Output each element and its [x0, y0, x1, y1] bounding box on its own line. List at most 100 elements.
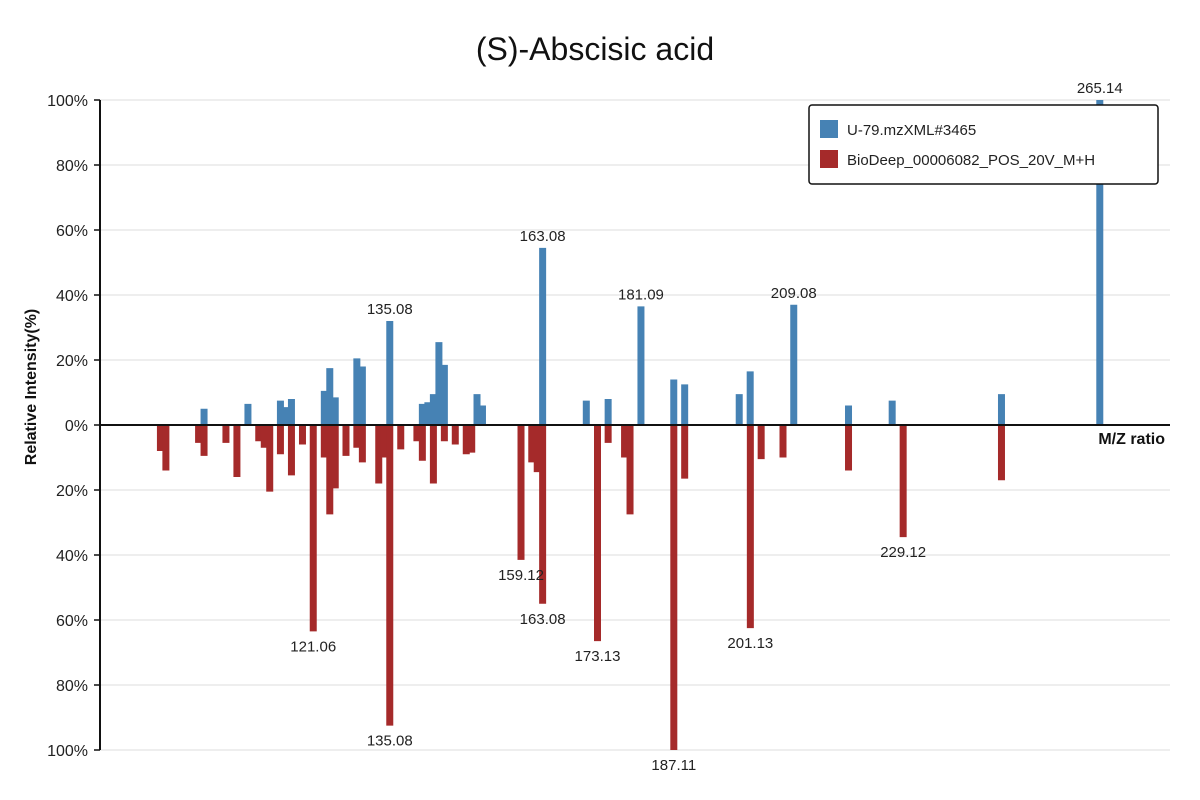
bar-reference [375, 425, 383, 484]
y-tick-label: 100% [47, 93, 88, 110]
peak-labels: 135.08 163.08 181.09 209.08 265.14 121.06 135.… [290, 80, 1122, 774]
bar-reference [309, 425, 317, 632]
grid-lines [100, 99, 1170, 751]
peak-label: 187.11 [651, 757, 696, 774]
bar-query [746, 371, 754, 426]
bar-reference [320, 425, 328, 458]
bar-query [1096, 100, 1104, 425]
bar-query [637, 306, 645, 426]
bar-query [276, 400, 284, 426]
bar-reference [539, 425, 547, 604]
bar-reference [594, 425, 601, 642]
bar-query [681, 384, 689, 426]
bar-query [424, 402, 432, 425]
bar-reference [342, 425, 350, 456]
bar-reference [626, 425, 634, 515]
bar-reference [621, 425, 629, 458]
y-tick-label: 100% [47, 743, 88, 760]
bar-query [888, 400, 896, 426]
bar-query [287, 399, 295, 425]
bar-reference [418, 425, 426, 461]
legend-swatch-series-1 [820, 120, 838, 138]
bar-reference [997, 425, 1005, 481]
bar-query [282, 407, 290, 426]
bar-reference [670, 425, 678, 750]
bar-reference [380, 425, 388, 458]
bar-query [997, 394, 1005, 426]
bar-reference [287, 425, 295, 476]
peak-label: 181.09 [618, 286, 664, 303]
bar-reference [440, 425, 448, 442]
bar-query [473, 394, 481, 426]
y-tick-label: 20% [56, 483, 88, 500]
legend-swatch-series-2 [820, 150, 838, 168]
bar-reference [326, 425, 334, 515]
peak-label: 201.13 [727, 635, 773, 652]
y-tick-label: 40% [56, 288, 88, 305]
bar-reference [899, 425, 907, 538]
bar-query [429, 394, 437, 426]
bar-reference [845, 425, 853, 471]
peak-label: 121.06 [290, 638, 336, 655]
bar-reference [746, 425, 754, 629]
legend-label-series-2: BioDeep_00006082_POS_20V_M+H [847, 152, 1095, 169]
bar-reference [260, 425, 268, 448]
peak-label: 159.12 [498, 567, 544, 584]
legend: U-79.mzXML#3465 BioDeep_00006082_POS_20V… [808, 104, 1159, 185]
bar-reference [533, 425, 541, 473]
y-tick-label: 80% [56, 158, 88, 175]
bar-query [200, 408, 208, 425]
bar-query [435, 342, 443, 426]
bar-reference [233, 425, 241, 477]
bar-reference [517, 425, 525, 560]
peak-label: 163.08 [520, 611, 566, 628]
bar-query [320, 390, 328, 426]
bar-reference [195, 425, 203, 443]
bar-reference [200, 425, 208, 456]
bar-reference [429, 425, 437, 484]
bar-query [604, 399, 612, 425]
bar-query [539, 247, 547, 426]
y-tick-label: 60% [56, 613, 88, 630]
bar-reference [156, 425, 164, 451]
bar-reference [779, 425, 787, 458]
bar-query [478, 405, 486, 425]
bar-reference [276, 425, 284, 455]
bar-reference [298, 425, 306, 445]
bar-reference [331, 425, 339, 489]
bar-reference [222, 425, 230, 443]
bar-reference [255, 425, 263, 442]
bar-query [244, 403, 252, 426]
bar-query [845, 405, 853, 425]
peak-label: 209.08 [771, 285, 817, 302]
bar-reference [468, 425, 476, 453]
bar-reference [528, 425, 536, 463]
peak-label: 135.08 [367, 733, 413, 750]
bar-reference [353, 425, 361, 448]
legend-label-series-1: U-79.mzXML#3465 [847, 122, 976, 139]
bar-reference [386, 425, 394, 726]
legend-box [808, 104, 1159, 185]
bars [156, 100, 1104, 750]
bar-reference [681, 425, 689, 479]
peak-label: 265.14 [1077, 80, 1123, 97]
bar-query [358, 366, 366, 425]
peak-label: 135.08 [367, 301, 413, 318]
bar-reference [162, 425, 170, 471]
bar-query [790, 304, 798, 425]
bar-query [582, 400, 590, 426]
bar-query [418, 403, 426, 426]
bar-reference [451, 425, 459, 445]
bar-query [326, 368, 334, 426]
y-tick-label: 0% [65, 418, 88, 435]
y-tick-label: 40% [56, 548, 88, 565]
y-tick-labels: 0% 20% 40% 60% 80% 100% 20% 40% 60% 80% 100% [47, 93, 100, 760]
x-axis-title: M/Z ratio [1098, 431, 1165, 448]
bar-reference [757, 425, 765, 460]
y-tick-label: 80% [56, 678, 88, 695]
bar-reference [266, 425, 274, 492]
peak-label: 229.12 [880, 544, 926, 561]
bar-query [386, 321, 394, 425]
peak-label: 163.08 [520, 228, 566, 245]
